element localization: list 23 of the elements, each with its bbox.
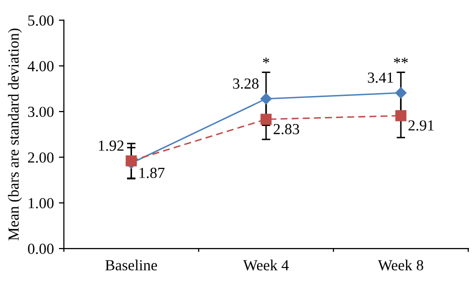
data-label: 2.91 — [408, 120, 434, 131]
annotation: ** — [394, 58, 408, 64]
x-tick-label: Baseline — [105, 260, 158, 270]
y-tick-label: 3.00 — [28, 106, 54, 118]
data-label: 2.83 — [274, 124, 300, 134]
point — [126, 155, 137, 166]
data-label: 1.92 — [98, 140, 124, 151]
data-label: 3.41 — [368, 72, 394, 83]
x-tick-label: Week 4 — [243, 260, 289, 270]
point — [395, 110, 406, 122]
y-axis-title: Mean (bars are standard deviation) — [8, 28, 22, 240]
point — [395, 87, 406, 98]
annotation: * — [262, 58, 270, 64]
x-tick-label: Week 8 — [378, 260, 424, 270]
point — [260, 93, 272, 104]
y-tick-label: 4.00 — [28, 61, 54, 72]
y-tick-label: 0.00 — [28, 244, 54, 254]
data-label: 3.28 — [233, 78, 259, 89]
point — [260, 114, 272, 125]
y-tick-label: 5.00 — [28, 15, 54, 26]
y-tick-label: 2.00 — [28, 152, 54, 163]
y-tick-label: 1.00 — [28, 198, 54, 208]
data-label: 1.87 — [140, 168, 164, 178]
